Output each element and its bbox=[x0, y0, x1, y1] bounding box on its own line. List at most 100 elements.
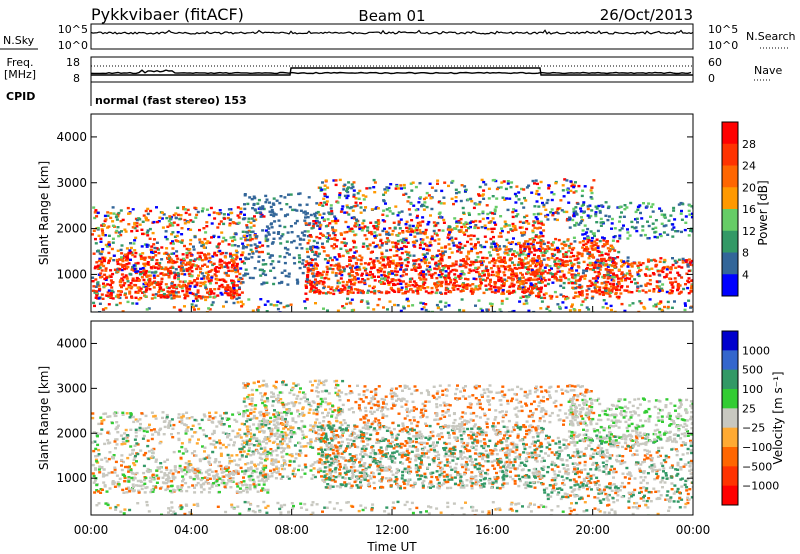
data-cell bbox=[227, 243, 231, 246]
data-cell bbox=[207, 213, 211, 217]
data-cell bbox=[324, 179, 328, 182]
data-cell bbox=[127, 223, 131, 226]
data-cell bbox=[334, 183, 338, 187]
data-cell bbox=[104, 267, 108, 270]
data-cell bbox=[440, 281, 444, 285]
data-cell bbox=[283, 225, 287, 229]
data-cell bbox=[461, 246, 465, 250]
data-cell bbox=[214, 281, 218, 285]
data-cell bbox=[594, 211, 598, 214]
data-cell bbox=[411, 304, 415, 307]
data-cell bbox=[677, 286, 681, 289]
data-cell bbox=[672, 209, 676, 212]
data-cell bbox=[138, 218, 142, 221]
data-cell bbox=[104, 269, 108, 272]
data-cell bbox=[413, 231, 416, 234]
data-cell bbox=[540, 196, 543, 200]
data-cell bbox=[572, 191, 576, 194]
data-cell bbox=[454, 276, 458, 279]
data-cell bbox=[382, 199, 386, 202]
data-cell bbox=[183, 466, 187, 469]
data-cell bbox=[608, 282, 612, 285]
data-cell bbox=[345, 265, 349, 268]
data-cell bbox=[346, 297, 349, 300]
data-cell bbox=[206, 240, 210, 243]
data-cell bbox=[608, 295, 612, 298]
data-cell bbox=[165, 286, 169, 289]
data-cell bbox=[323, 184, 327, 187]
data-cell bbox=[385, 186, 389, 189]
data-cell bbox=[424, 290, 428, 293]
data-cell bbox=[413, 268, 417, 271]
data-cell bbox=[571, 248, 575, 251]
data-cell bbox=[532, 238, 536, 242]
data-cell bbox=[406, 253, 409, 256]
data-cell bbox=[459, 251, 463, 254]
data-cell bbox=[510, 273, 514, 277]
data-cell bbox=[366, 289, 370, 292]
data-cell bbox=[373, 236, 377, 239]
data-cell bbox=[314, 222, 318, 225]
data-cell bbox=[212, 477, 216, 480]
data-cell bbox=[684, 283, 687, 286]
data-cell bbox=[259, 268, 263, 271]
data-cell bbox=[309, 283, 313, 286]
data-cell bbox=[440, 255, 444, 258]
data-cell bbox=[139, 267, 143, 271]
data-cell bbox=[128, 290, 132, 293]
data-cell bbox=[567, 271, 571, 274]
data-cell bbox=[356, 277, 360, 280]
data-cell bbox=[472, 206, 476, 210]
data-cell bbox=[383, 274, 387, 278]
data-cell bbox=[144, 290, 148, 293]
data-cell bbox=[474, 243, 478, 246]
data-cell bbox=[152, 220, 156, 224]
data-cell bbox=[265, 225, 269, 228]
data-cell bbox=[402, 245, 406, 248]
data-cell bbox=[131, 279, 135, 282]
data-cell bbox=[341, 280, 345, 284]
data-cell bbox=[94, 237, 97, 241]
data-cell bbox=[438, 291, 442, 294]
data-cell bbox=[315, 503, 319, 506]
data-cell bbox=[369, 290, 373, 294]
data-cell bbox=[173, 275, 177, 278]
data-cell bbox=[135, 225, 139, 228]
data-cell bbox=[228, 261, 231, 264]
data-cell bbox=[583, 248, 587, 251]
data-cell bbox=[417, 273, 421, 276]
data-cell bbox=[189, 469, 193, 472]
data-cell bbox=[687, 280, 691, 284]
data-cell bbox=[478, 200, 482, 204]
data-cell bbox=[382, 282, 386, 285]
data-cell bbox=[191, 292, 195, 296]
data-cell bbox=[317, 282, 321, 285]
data-cell bbox=[567, 278, 571, 281]
data-cell bbox=[446, 265, 450, 268]
cpid-text: normal (fast stereo) 153 bbox=[95, 94, 247, 107]
data-cell bbox=[157, 264, 161, 267]
data-cell bbox=[122, 276, 126, 279]
data-cell bbox=[529, 510, 533, 513]
data-cell bbox=[215, 270, 219, 273]
data-cell bbox=[306, 212, 309, 215]
data-cell bbox=[192, 503, 196, 506]
data-cell bbox=[481, 211, 485, 215]
data-cell bbox=[587, 239, 591, 242]
data-cell bbox=[473, 226, 477, 230]
data-cell bbox=[490, 227, 494, 231]
data-cell bbox=[266, 300, 270, 303]
data-cell bbox=[596, 267, 600, 270]
data-cell bbox=[437, 273, 441, 277]
data-cell bbox=[373, 231, 377, 234]
data-cell bbox=[522, 233, 526, 236]
data-cell bbox=[435, 507, 439, 510]
data-cell bbox=[303, 230, 307, 233]
data-cell bbox=[424, 273, 428, 276]
data-cell bbox=[125, 275, 129, 279]
data-cell bbox=[137, 298, 141, 301]
data-cell bbox=[185, 286, 189, 289]
data-cell bbox=[395, 262, 399, 265]
data-cell bbox=[122, 256, 126, 259]
data-cell bbox=[173, 283, 177, 287]
